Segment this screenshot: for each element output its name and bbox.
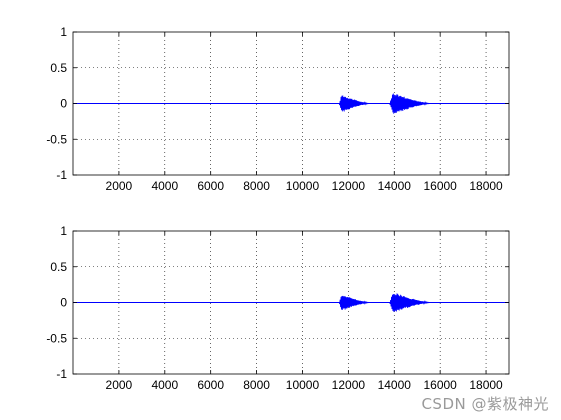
x-tick-label: 10000 xyxy=(286,179,320,193)
y-tick-label: 0 xyxy=(60,97,67,111)
signal-burst xyxy=(389,93,431,114)
x-tick-label: 4000 xyxy=(151,179,178,193)
y-tick-label: -0.5 xyxy=(46,132,67,146)
x-tick-label: 14000 xyxy=(378,378,412,392)
x-tick-label: 16000 xyxy=(423,378,457,392)
signal-burst xyxy=(389,293,431,312)
x-tick-label: 12000 xyxy=(332,179,366,193)
x-tick-label: 16000 xyxy=(423,179,457,193)
x-tick-label: 2000 xyxy=(106,378,133,392)
signal-burst xyxy=(338,295,371,310)
y-tick-label: 0.5 xyxy=(50,61,67,75)
x-tick-label: 2000 xyxy=(106,179,133,193)
x-tick-label: 18000 xyxy=(469,179,503,193)
y-tick-label: 0 xyxy=(60,296,67,310)
subplot-bottom: 2000 4000 6000 8000 10000 12000 14000 16000 1800… xyxy=(46,224,510,392)
x-tick-label: 10000 xyxy=(286,378,320,392)
watermark: CSDN @紫极神光 xyxy=(421,395,549,413)
signal-burst xyxy=(338,95,371,112)
y-tick-label: -0.5 xyxy=(46,331,67,345)
x-tick-label: 12000 xyxy=(332,378,366,392)
x-tick-label: 8000 xyxy=(243,378,270,392)
subplot-top: 2000 4000 6000 8000 10000 12000 14000 16000 1800… xyxy=(46,25,510,193)
x-tick-label: 4000 xyxy=(151,378,178,392)
x-tick-label: 6000 xyxy=(197,179,224,193)
x-tick-label: 8000 xyxy=(243,179,270,193)
y-tick-label: 1 xyxy=(60,224,67,238)
y-tick-label: -1 xyxy=(56,367,67,381)
x-tick-label: 6000 xyxy=(197,378,224,392)
y-tick-label: -1 xyxy=(56,168,67,182)
y-tick-label: 0.5 xyxy=(50,260,67,274)
x-tick-label: 18000 xyxy=(469,378,503,392)
x-tick-label: 14000 xyxy=(378,179,412,193)
y-tick-label: 1 xyxy=(60,25,67,39)
